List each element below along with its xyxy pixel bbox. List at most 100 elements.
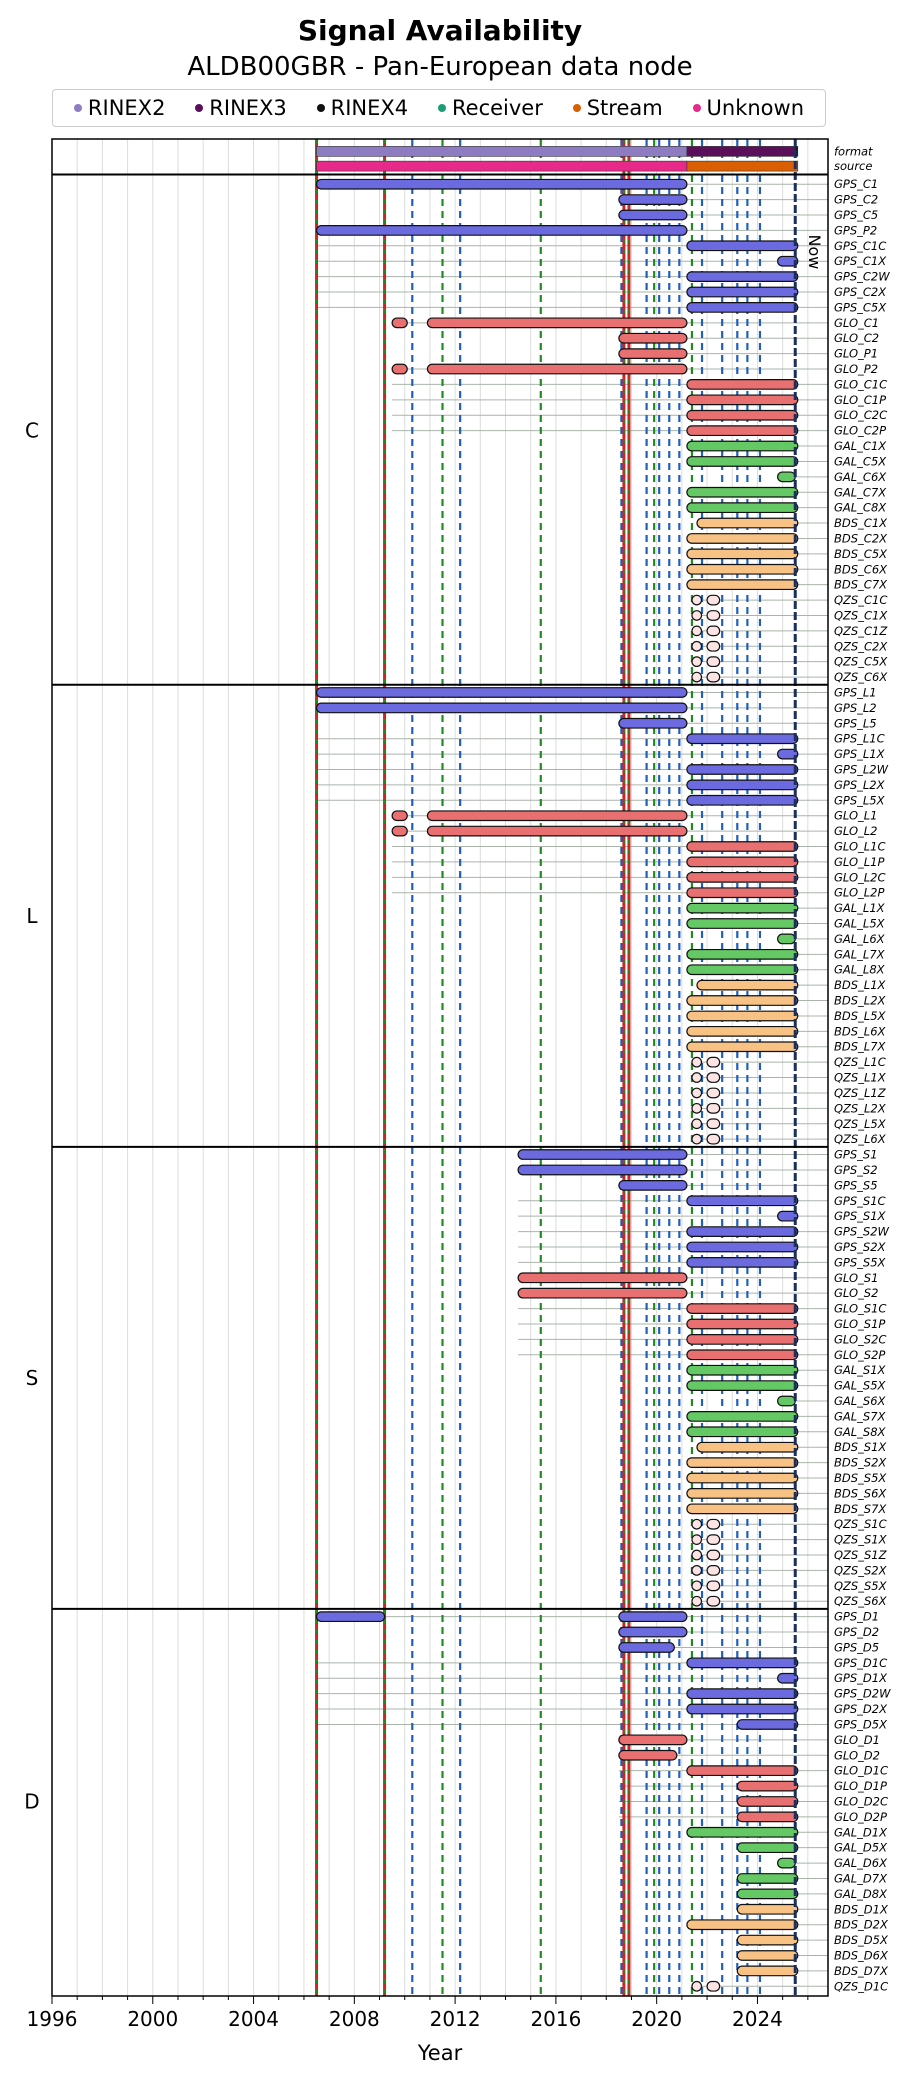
signal-bar [691, 1534, 703, 1545]
signal-bar [315, 702, 688, 714]
x-tick-label: 1996 [27, 2007, 78, 2031]
signal-bar [736, 1950, 799, 1961]
row-label: BDS_L5X [834, 1009, 887, 1023]
now-label: Now [805, 235, 824, 270]
signal-bar [691, 1980, 703, 1992]
signal-bar [696, 517, 799, 529]
row-label: GPS_D5X [834, 1717, 888, 1731]
signal-bar [706, 1072, 721, 1083]
legend-marker-icon [316, 104, 325, 112]
row-label: GPS_C2X [834, 285, 887, 299]
row-label: GLO_C2C [834, 408, 887, 422]
signal-bar [736, 1873, 799, 1884]
signal-bar [686, 409, 799, 421]
row-label: BDS_D7X [834, 1964, 889, 1978]
signal-bar [686, 486, 799, 498]
header-bar [316, 146, 688, 157]
header-bar [686, 146, 796, 157]
row-label: GLO_C1 [834, 316, 879, 330]
signal-bar [686, 1349, 799, 1361]
signal-bar [686, 1195, 799, 1207]
signal-bar [686, 1303, 799, 1314]
legend-marker-icon [73, 104, 82, 112]
legend-entry: RINEX4 [316, 96, 409, 120]
legend-entry: Receiver [438, 96, 543, 120]
row-label: GPS_L1C [834, 732, 885, 746]
legend-label: RINEX2 [87, 96, 166, 120]
signal-bar [706, 1518, 721, 1530]
x-axis-label: Year [417, 2041, 463, 2065]
signal-bar [777, 748, 799, 760]
row-label: GPS_S5X [834, 1255, 887, 1269]
signal-bar [691, 1580, 703, 1592]
signal-bar [736, 1811, 799, 1823]
row-label: QZS_S1X [834, 1533, 888, 1547]
row-label: BDS_S6X [834, 1486, 887, 1500]
signal-bar [426, 825, 688, 837]
row-label: GLO_S2P [834, 1348, 885, 1362]
signal-bar [686, 456, 799, 467]
x-tick-label: 2004 [228, 2007, 279, 2031]
signal-bar [691, 1518, 703, 1530]
header-bar [316, 160, 688, 172]
signal-bar [706, 1118, 721, 1130]
row-label: GPS_C1X [834, 254, 887, 268]
signal-bar [686, 1657, 799, 1669]
group-label: L [26, 904, 38, 928]
signal-bar [706, 1980, 721, 1992]
row-label: GAL_S1X [834, 1363, 887, 1377]
row-label: GLO_L2C [834, 870, 886, 884]
legend-label: RINEX4 [330, 96, 409, 120]
signal-bar [426, 317, 688, 329]
row-label: QZS_S1C [834, 1517, 887, 1531]
row-label: GLO_S1P [834, 1317, 885, 1331]
legend: RINEX2 RINEX3 RINEX4 Receiver Stream Unknown [52, 89, 826, 127]
signal-bar [618, 1734, 688, 1746]
signal-bar [517, 1164, 688, 1176]
row-label: QZS_L1Z [834, 1086, 887, 1100]
row-label: BDS_L1X [834, 978, 887, 992]
row-label: GAL_S6X [834, 1394, 887, 1408]
row-label: GAL_L6X [834, 932, 886, 946]
row-label: GLO_P2 [834, 362, 878, 376]
signal-bar [706, 1565, 721, 1576]
row-label: GLO_S2C [834, 1332, 886, 1346]
legend-marker-icon [572, 104, 581, 112]
row-label: GAL_S8X [834, 1425, 887, 1439]
signal-bar [777, 255, 799, 267]
signal-bar [736, 1888, 799, 1900]
row-label: GLO_C2 [834, 331, 879, 345]
row-label: GAL_C5X [834, 454, 887, 468]
row-label: GAL_D7X [834, 1871, 888, 1885]
row-label: GLO_P1 [834, 347, 878, 361]
signal-bar [686, 1241, 799, 1253]
legend-entry: Stream [572, 96, 663, 120]
row-label: GAL_D5X [834, 1841, 888, 1855]
signal-bar [777, 471, 796, 483]
row-label: GAL_L7X [834, 947, 886, 961]
row-label: GPS_S2 [834, 1163, 878, 1177]
signal-bar [686, 779, 799, 791]
signal-bar [777, 1672, 799, 1684]
signal-bar [686, 964, 799, 976]
row-label: GLO_L2 [834, 824, 878, 838]
row-label: GPS_D1X [834, 1671, 888, 1685]
signal-bar [618, 1626, 688, 1638]
row-label: QZS_C2X [834, 639, 888, 653]
row-label: GPS_L2 [834, 701, 877, 715]
row-label: GLO_S1C [834, 1302, 886, 1316]
row-label: GLO_S1 [834, 1271, 878, 1285]
signal-bar [736, 1796, 799, 1807]
row-label: GAL_S7X [834, 1409, 887, 1423]
signal-bar [686, 1041, 799, 1053]
signal-bar [691, 640, 703, 652]
row-label: QZS_C1C [834, 593, 887, 607]
row-label: QZS_L1C [834, 1055, 886, 1069]
legend-entry: RINEX2 [73, 96, 166, 120]
legend-marker-icon [438, 104, 446, 112]
group-label: C [25, 419, 39, 443]
signal-bar [686, 394, 799, 406]
row-label: GPS_L1X [834, 747, 886, 761]
legend-entry: RINEX3 [195, 96, 287, 120]
signal-bar [426, 363, 688, 375]
